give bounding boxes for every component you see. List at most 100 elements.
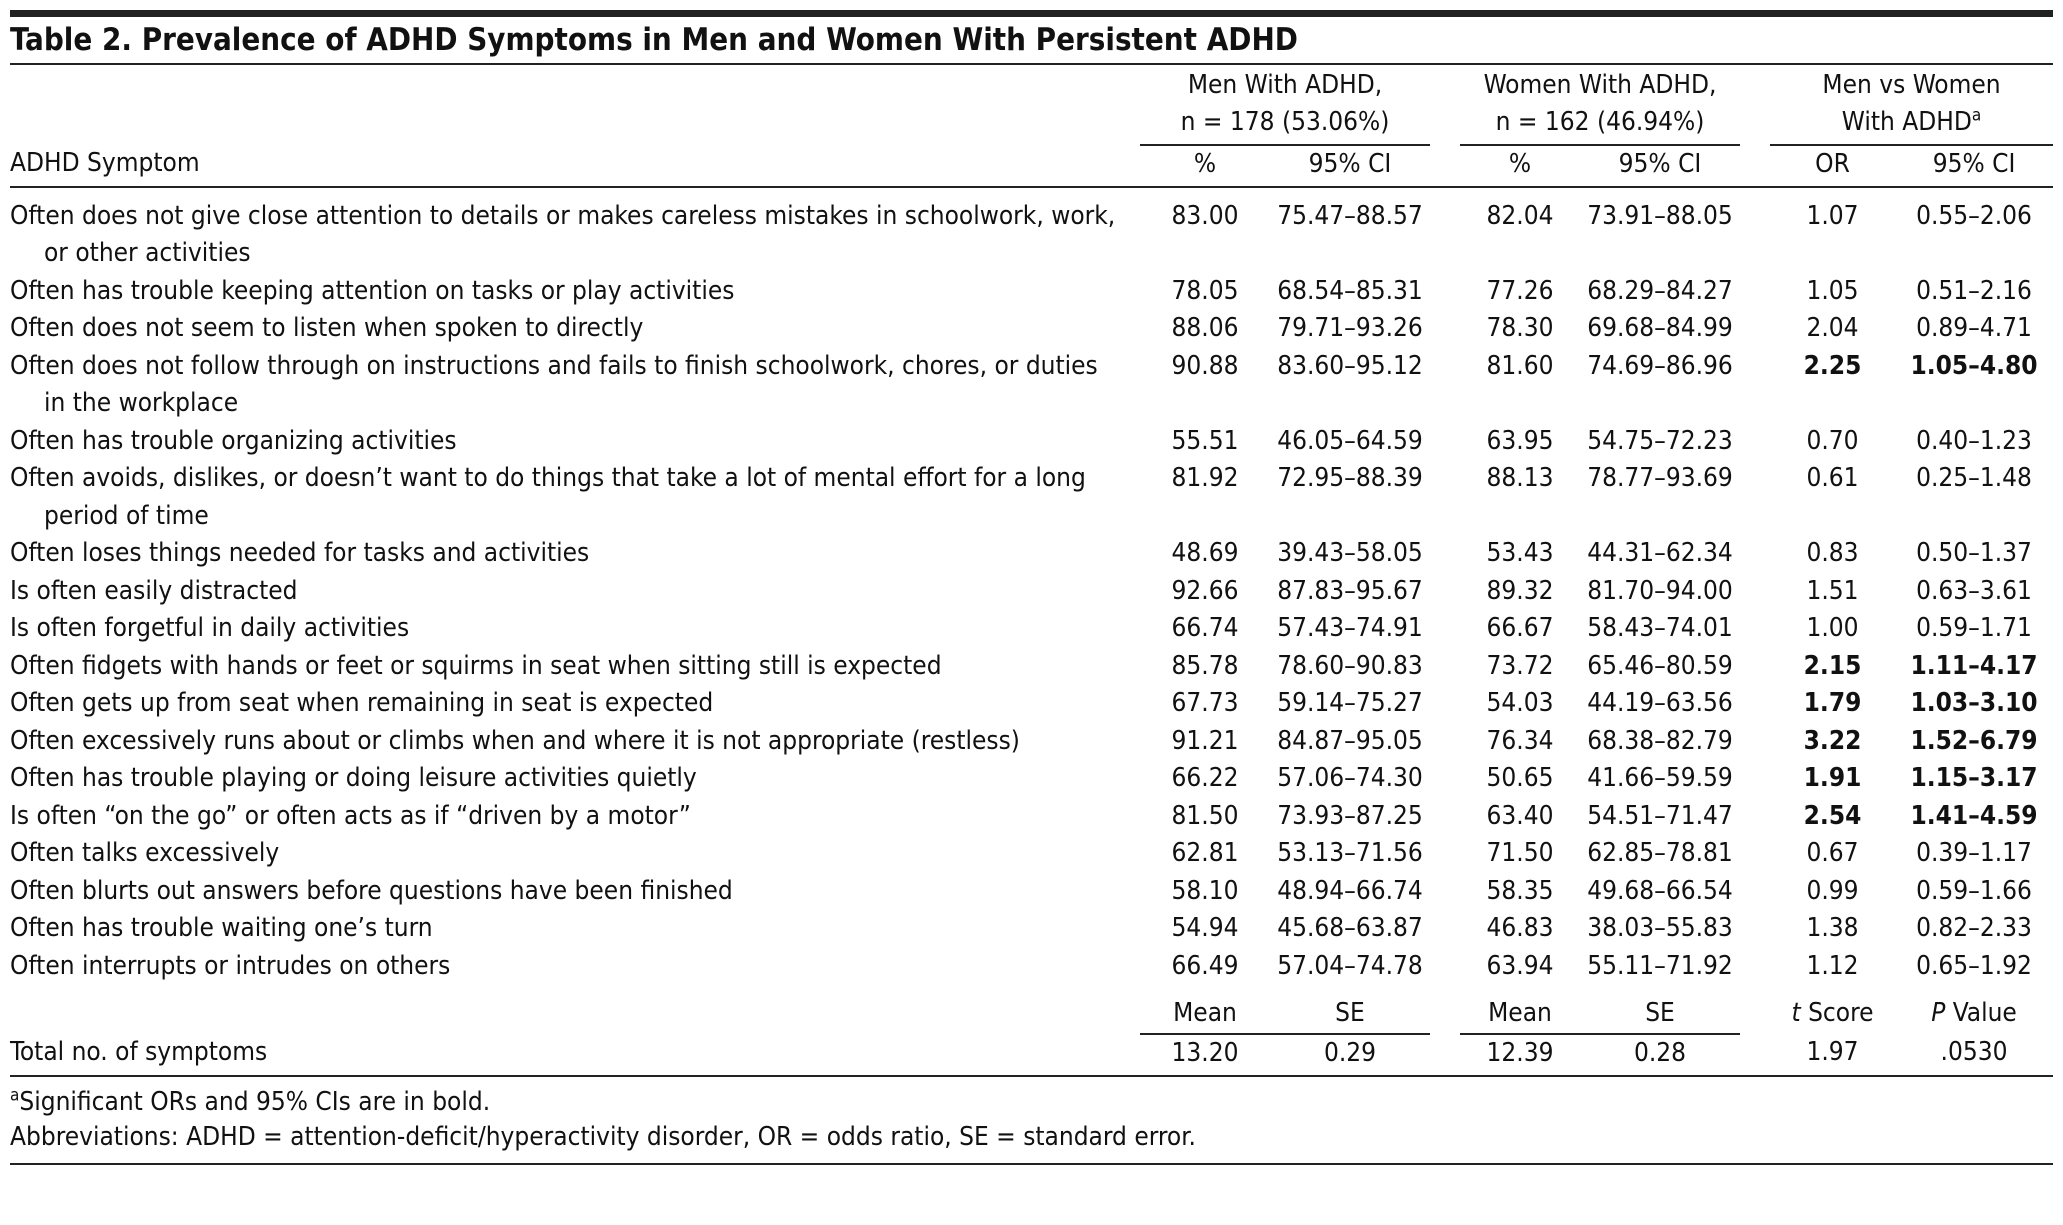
table-cell: 53.43 <box>1486 538 1554 568</box>
symptom-row: Often does not give close attention to d… <box>10 187 2053 273</box>
top-rule <box>10 10 2053 17</box>
table-cell: 78.77–93.69 <box>1587 463 1733 493</box>
table-cell: 0.83 <box>1806 538 1859 568</box>
spacer <box>1430 910 1460 948</box>
column-subheader: 95% CI <box>1895 145 2054 188</box>
table-cell: 83.00 <box>1171 200 1239 231</box>
table-cell: 87.83–95.67 <box>1277 575 1423 606</box>
spacer <box>1740 910 1770 948</box>
table-cell: 63.94 <box>1486 950 1554 981</box>
table-cell: 84.87–95.05 <box>1277 725 1423 756</box>
table-cell: 0.51–2.16 <box>1916 275 2032 306</box>
spacer <box>1740 985 1770 1034</box>
symptom-label: Is often “on the go” or often acts as if… <box>10 800 691 831</box>
spacer <box>10 985 1140 1034</box>
spacer <box>1430 760 1460 798</box>
spacer <box>1430 460 1460 535</box>
symptom-row: Often has trouble playing or doing leisu… <box>10 760 2053 798</box>
table-cell: 68.54–85.31 <box>1277 275 1423 306</box>
italic-symbol: P <box>1931 998 1946 1028</box>
table-cell: 44.19–63.56 <box>1587 688 1733 718</box>
spacer <box>1740 273 1770 311</box>
group-header-line: Women With ADHD, <box>1460 67 1740 104</box>
table-cell: 0.61 <box>1806 463 1859 493</box>
subheader-text: SE <box>1645 998 1675 1028</box>
table-cell: 1.12 <box>1806 950 1859 981</box>
group-header-line: Men vs Women <box>1770 67 2053 104</box>
table-cell: 57.06–74.30 <box>1277 763 1423 793</box>
spacer <box>1430 873 1460 911</box>
symptom-label: Is often forgetful in daily activities <box>10 613 410 643</box>
subheader-text: Value <box>1945 998 2017 1028</box>
spacer <box>1740 310 1770 348</box>
table-cell: 63.95 <box>1486 425 1554 456</box>
italic-symbol: t <box>1791 998 1801 1028</box>
column-subheader: % <box>1460 145 1580 188</box>
table-cell: 54.51–71.47 <box>1587 800 1733 831</box>
table-cell: 58.43–74.01 <box>1587 613 1733 643</box>
table-title: Table 2. Prevalence of ADHD Symptoms in … <box>10 17 2053 65</box>
table-cell: 1.11–4.17 <box>1910 650 2038 681</box>
table-cell: 0.67 <box>1806 838 1859 868</box>
table-cell: 54.03 <box>1486 688 1554 718</box>
spacer <box>1740 760 1770 798</box>
table-cell: 13.20 <box>1140 1033 1270 1077</box>
symptom-label: Often has trouble keeping attention on t… <box>10 275 735 306</box>
symptom-label: Often avoids, dislikes, or doesn’t want … <box>10 463 1086 531</box>
spacer <box>1430 573 1460 611</box>
symptom-label: Often has trouble waiting one’s turn <box>10 913 433 943</box>
symptom-row: Often does not follow through on instruc… <box>10 348 2053 423</box>
group-header-line: Men With ADHD, <box>1140 67 1430 104</box>
table-figure: Table 2. Prevalence of ADHD Symptoms in … <box>10 10 2054 1165</box>
spacer <box>1430 535 1460 573</box>
spacer <box>1430 610 1460 648</box>
table-cell: 1.15–3.17 <box>1910 763 2038 793</box>
spacer <box>1430 723 1460 761</box>
table-cell: 75.47–88.57 <box>1277 200 1423 231</box>
symptom-label: Often excessively runs about or climbs w… <box>10 725 1020 756</box>
header-text: Men vs Women <box>1822 70 2001 100</box>
table-cell: 73.91–88.05 <box>1587 200 1733 231</box>
symptom-label: Often does not give close attention to d… <box>10 200 1116 269</box>
subheader-text: Score <box>1800 998 1874 1028</box>
table-cell: 92.66 <box>1171 575 1239 606</box>
summary-subheader-row: Mean SE Mean SE t Score P Value <box>10 985 2053 1035</box>
table-cell: 44.31–62.34 <box>1587 538 1733 568</box>
table-cell: 39.43–58.05 <box>1277 538 1423 568</box>
table-cell: 0.25–1.48 <box>1916 463 2032 493</box>
spacer <box>1740 948 1770 986</box>
symptom-label: Often has trouble organizing activities <box>10 425 457 456</box>
table-cell: 1.51 <box>1806 575 1859 606</box>
table-cell: 74.69–86.96 <box>1587 350 1733 381</box>
table-cell: 0.39–1.17 <box>1916 838 2032 868</box>
subheader-text: Mean <box>1488 998 1552 1028</box>
spacer <box>1740 648 1770 686</box>
group-header-row: Men With ADHD, n = 178 (53.06%) Women With… <box>10 65 2054 146</box>
symptom-row: Often excessively runs about or climbs w… <box>10 723 2053 761</box>
symptom-row: Is often “on the go” or often acts as if… <box>10 798 2053 836</box>
symptom-row: Often fidgets with hands or feet or squi… <box>10 648 2053 686</box>
table-cell: 1.91 <box>1803 763 1862 793</box>
table-cell: 91.21 <box>1171 725 1239 756</box>
subheader-row: ADHD Symptom% 95% CI% 95% CI OR 95% CI <box>10 145 2054 188</box>
spacer <box>1430 310 1460 348</box>
group-header: Men With ADHD, n = 178 (53.06%) <box>1140 65 1430 146</box>
header-text: Men With ADHD, <box>1187 70 1383 100</box>
subheader-text: Mean <box>1173 998 1237 1028</box>
table-cell: 81.92 <box>1171 463 1239 493</box>
footnote: aSignificant ORs and 95% CIs are in bold… <box>10 1085 2053 1120</box>
row-label-header: ADHD Symptom <box>10 145 1140 188</box>
symptom-label: Is often easily distracted <box>10 575 298 606</box>
table-cell: 1.38 <box>1806 913 1859 943</box>
symptom-row: Often loses things needed for tasks and … <box>10 535 2053 573</box>
column-subheader: 95% CI <box>1580 145 1741 188</box>
spacer <box>1740 685 1770 723</box>
table-cell: 2.04 <box>1806 313 1859 343</box>
spacer <box>1740 187 1770 273</box>
spacer <box>1430 273 1460 311</box>
table-cell: 57.43–74.91 <box>1277 613 1423 643</box>
table-cell: 46.83 <box>1486 913 1554 943</box>
table-cell: 67.73 <box>1171 688 1239 718</box>
table-cell: 1.41–4.59 <box>1910 800 2038 831</box>
